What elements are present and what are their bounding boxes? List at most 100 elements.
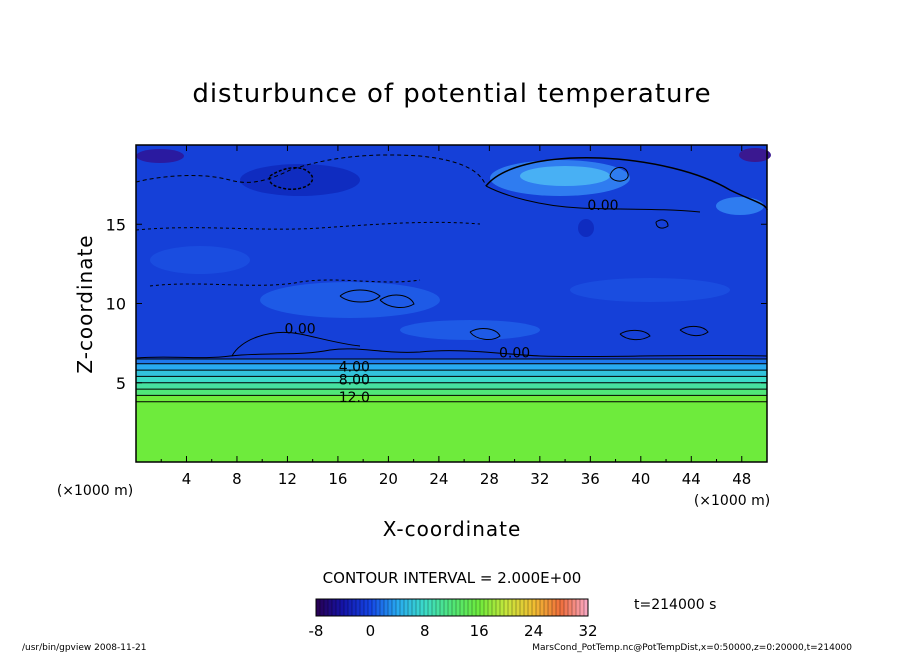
colorbar-tick-label: 0 (366, 622, 376, 640)
colorbar-cell (563, 598, 569, 617)
contour-label: 8.00 (339, 372, 370, 388)
colorbar-ticks: -8 0 8 16 24 32 (309, 622, 598, 640)
contour-label: 12.0 (339, 390, 370, 406)
colorbar-tick-label: 32 (578, 622, 597, 640)
cold-spot (578, 219, 594, 237)
field-band (136, 370, 767, 377)
colorbar-tick-label: 16 (470, 622, 489, 640)
x-tick-label: 28 (480, 470, 499, 488)
field-patches (136, 148, 771, 340)
colorbar-tick-label: -8 (309, 622, 324, 640)
contour-loop-b (379, 294, 415, 308)
contour-labels: 0.00 0.00 0.00 4.008.00 12.0 (284, 198, 618, 406)
contour-loop-c (469, 328, 501, 340)
colorbar-cell (463, 598, 469, 617)
colorbar-cell (487, 598, 493, 617)
turbulent-patch-4 (570, 278, 730, 302)
contour-zero-upper (485, 157, 768, 211)
x-axis: 4 8 12 16 20 24 28 32 36 40 44 48 (160, 145, 751, 488)
colorbar-cell (431, 598, 437, 617)
colorbar-cell (367, 598, 373, 617)
field-band (136, 376, 767, 383)
x-tick-label: 4 (182, 470, 192, 488)
x-tick-label: 44 (682, 470, 701, 488)
colorbar-cell (539, 598, 545, 617)
colorbar-cell (347, 598, 353, 617)
colorbar-cell (415, 598, 421, 617)
colorbar-cell (579, 598, 585, 617)
colorbar-cell (387, 598, 393, 617)
y-axis-label: Z-coordinate (73, 234, 97, 373)
x-tick-label: 16 (328, 470, 347, 488)
colorbar-cell (559, 598, 565, 617)
colorbar-cell (343, 598, 349, 617)
colorbar-cell (447, 598, 453, 617)
y-axis: 5 10 15 (106, 215, 767, 393)
field-band (136, 389, 767, 396)
contour-zero-mid (231, 332, 361, 357)
colorbar-cell (315, 598, 321, 617)
colorbar-cell (495, 598, 501, 617)
cold-patch-upper (240, 164, 360, 196)
colorbar-cell (515, 598, 521, 617)
colorbar-cell (419, 598, 425, 617)
colorbar-cell (423, 598, 429, 617)
colorbar-cell (323, 598, 329, 617)
colorbar-cell (411, 598, 417, 617)
colorbar-cell (459, 598, 465, 617)
x-tick-label: 20 (379, 470, 398, 488)
x-tick-label: 48 (732, 470, 751, 488)
x-tick-label: 24 (429, 470, 448, 488)
colorbar-cell (471, 598, 477, 617)
x-tick-label: 40 (631, 470, 650, 488)
x-unit-left: (×1000 m) (57, 483, 133, 499)
y-tick-label: 5 (116, 374, 126, 393)
colorbar-cell (351, 598, 357, 617)
colorbar-cell (439, 598, 445, 617)
colorbar-cell (535, 598, 541, 617)
field-band (136, 401, 767, 462)
contour-lines (135, 154, 768, 359)
cold-patch-corner-left (136, 149, 184, 163)
x-tick-label: 32 (530, 470, 549, 488)
colorbar-cell (355, 598, 361, 617)
colorbar-tick-label: 24 (524, 622, 543, 640)
colorbar-cell (475, 598, 481, 617)
colorbar-cell (503, 598, 509, 617)
field-band (136, 382, 767, 390)
time-label: t=214000 s (634, 597, 716, 613)
color-bands (136, 358, 767, 462)
colorbar-cell (335, 598, 341, 617)
colorbar-cell (555, 598, 561, 617)
colorbar-cell (567, 598, 573, 617)
colorbar-cell (523, 598, 529, 617)
contour-small-loop (609, 167, 629, 182)
colorbar-frame (315, 598, 589, 617)
chart-title: disturbunce of potential temperature (192, 79, 711, 109)
colorbar-cell (519, 598, 525, 617)
colorbar-cell (483, 598, 489, 617)
contour-label: 0.00 (587, 198, 618, 214)
x-unit-right: (×1000 m) (694, 493, 770, 509)
colorbar-cell (571, 598, 577, 617)
x-tick-label: 8 (232, 470, 242, 488)
warm-patch-right (716, 197, 764, 215)
warm-patch-core (520, 166, 610, 186)
colorbar-cell (339, 598, 345, 617)
field-band (136, 358, 767, 364)
colorbar-cell (531, 598, 537, 617)
colorbar-cell (407, 598, 413, 617)
field-band (136, 363, 767, 371)
colorbar-cell (359, 598, 365, 617)
footer-left: /usr/bin/gpview 2008-11-21 (22, 643, 146, 653)
x-tick-label: 36 (581, 470, 600, 488)
colorbar-cell (551, 598, 557, 617)
colorbar-cell (403, 598, 409, 617)
colorbar-tick-label: 8 (420, 622, 430, 640)
contour-loop-e (679, 325, 709, 337)
colorbar-cell (363, 598, 369, 617)
x-tick-label: 12 (278, 470, 297, 488)
colorbar-cell (383, 598, 389, 617)
colorbar-cell (511, 598, 517, 617)
